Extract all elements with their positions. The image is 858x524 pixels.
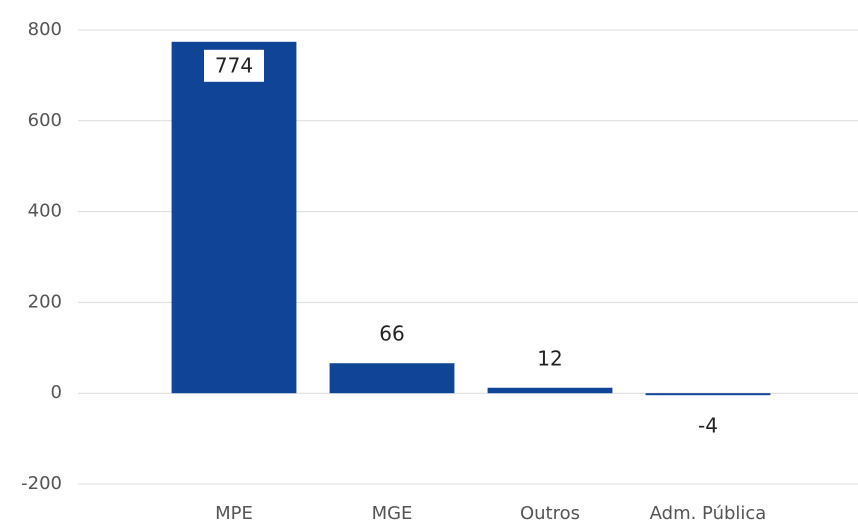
x-tick-label: Outros <box>520 503 580 524</box>
bar <box>645 393 771 396</box>
y-tick-label: 600 <box>28 110 62 131</box>
bar <box>171 41 297 394</box>
value-label: 774 <box>215 53 253 77</box>
value-label: 12 <box>537 346 562 370</box>
y-tick-label: 400 <box>28 201 62 222</box>
bar <box>329 363 455 394</box>
y-tick-label: 200 <box>28 291 62 312</box>
value-label: -4 <box>698 414 718 438</box>
x-tick-label: MGE <box>372 503 413 524</box>
x-tick-label: MPE <box>215 503 253 524</box>
value-label-box <box>204 49 264 82</box>
bar <box>487 387 613 394</box>
y-tick-label: -200 <box>21 473 62 494</box>
y-tick-label: 800 <box>28 19 62 40</box>
value-label: 66 <box>379 322 404 346</box>
y-tick-label: 0 <box>51 382 62 403</box>
x-tick-label: Adm. Pública <box>650 503 767 524</box>
